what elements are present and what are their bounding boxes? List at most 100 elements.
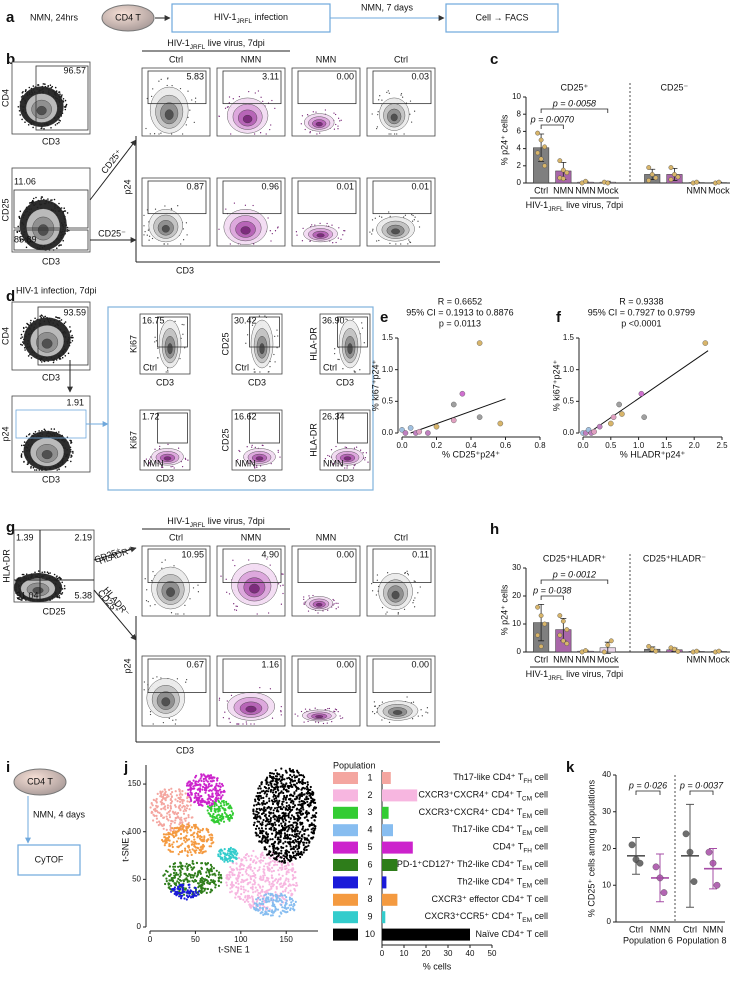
gate-value: 0.11 (412, 549, 429, 559)
x-tick-label: NMN (553, 654, 574, 664)
label: CD3 (42, 372, 60, 382)
y-tick-label: 30 (512, 563, 521, 572)
flow-density-contour (315, 715, 324, 719)
y-tick-label: 0 (517, 647, 522, 656)
flow-density-contour (390, 113, 398, 122)
data-point (542, 144, 548, 150)
x-tick-label: NMN (650, 924, 671, 934)
x-tick-label: 0.0 (396, 441, 408, 450)
text-part: cell (532, 859, 548, 869)
data-point (538, 644, 544, 649)
gate-value: 0.03 (411, 71, 429, 81)
axis-label: t-SNE 2 (120, 830, 130, 862)
footer-label: HIV-1JRFL live virus, 7dpi (526, 669, 624, 682)
label: CD3 (176, 265, 194, 275)
data-point (716, 648, 722, 654)
p-value: p = 0·0037 (679, 780, 724, 790)
x-tick-label: 1.0 (633, 441, 645, 450)
gate-value: 2.19 (74, 532, 92, 542)
axis-label: % cells (423, 961, 452, 971)
population-label: CXCR3⁺ effector CD4⁺ T cell (431, 894, 548, 904)
x-tick-label: Ctrl (534, 185, 548, 195)
x-tick-label: 2.0 (689, 441, 701, 450)
y-tick-label: 10 (512, 92, 521, 101)
x-tick-label: NMN (686, 654, 707, 664)
text-part: HIV-1 (167, 516, 190, 526)
data-point (535, 150, 541, 156)
flow-density-contour (41, 338, 53, 349)
data-point (538, 156, 544, 162)
label: CD4 T (27, 776, 53, 786)
condition-label: Ctrl (235, 362, 249, 372)
flow-density-contour (316, 603, 323, 607)
y-tick-label: 0.5 (563, 396, 575, 405)
data-point (416, 428, 423, 435)
y-tick-label: 8 (517, 109, 522, 118)
flow-density-contour (245, 705, 257, 713)
p-value: p = 0·0012 (552, 569, 596, 579)
data-point (694, 648, 700, 654)
gate (297, 70, 357, 105)
y-tick-label: 10 (602, 880, 611, 889)
text-part: FH (523, 778, 532, 785)
y-tick-label: 2 (517, 161, 522, 170)
x-tick-label: 10 (400, 949, 409, 958)
x-tick-label: NMN (575, 185, 596, 195)
x-tick-label: Ctrl (683, 924, 697, 934)
data-point (601, 649, 607, 655)
data-point (564, 170, 570, 176)
gate-value: 0.00 (411, 659, 429, 669)
axis-label: Ki67 (128, 335, 138, 353)
x-tick-label: Mock (708, 185, 730, 195)
group-title: CD25⁺HLADR⁻ (643, 553, 706, 563)
column-label: NMN (316, 532, 337, 542)
data-point (641, 414, 647, 420)
data-point (652, 863, 660, 871)
panel-label: e (380, 309, 388, 326)
x-tick-label: 30 (444, 949, 453, 958)
data-point (668, 177, 674, 182)
flow-density-contour (392, 710, 403, 715)
stat-label: p <0.0001 (621, 318, 661, 328)
text-part: Th17-like CD4⁺ T (452, 825, 523, 835)
population-label: CXCR3⁺CXCR4⁺ CD4⁺ TCM cell (418, 790, 548, 803)
x-tick-label: 0.8 (534, 441, 546, 450)
text-part: HIV-1 (214, 12, 237, 22)
gate (13, 189, 89, 229)
category-label: 4 (367, 825, 372, 835)
column-label: NMN (316, 54, 337, 64)
x-tick-label: 0.5 (605, 441, 617, 450)
x-tick-label: 0 (148, 935, 153, 944)
panel-label: i (6, 759, 10, 776)
y-tick-label: 0.5 (382, 396, 394, 405)
data-point (672, 171, 677, 177)
legend-title: Population (333, 760, 376, 770)
gate (222, 70, 282, 105)
flow-density-contour (249, 583, 260, 594)
data-point (476, 414, 483, 420)
gate-value: 10.95 (181, 549, 204, 559)
legend-swatch (333, 772, 358, 784)
text-part: JRFL (237, 18, 253, 25)
gate-value: 96.57 (63, 65, 86, 75)
gate (222, 180, 282, 215)
text-part: cell (532, 825, 548, 835)
flow-density-contour (164, 109, 174, 120)
column-label: Ctrl (394, 532, 408, 542)
flow-density-contour (41, 450, 53, 460)
step-box (17, 844, 81, 876)
gate-value: 85.89 (14, 234, 37, 244)
data-point (672, 646, 677, 652)
arrow (89, 139, 137, 201)
population-label: Th17-like CD4⁺ TFH cell (453, 772, 548, 785)
data-point (660, 889, 668, 896)
significance-bracket (540, 124, 564, 129)
p-value: p = 0·0070 (530, 114, 574, 124)
legend-swatch (333, 876, 358, 889)
axis-label: % CD25⁺ cells among populations (586, 779, 596, 917)
group-label: Population 8 (676, 935, 726, 945)
x-tick-label: 0.4 (465, 441, 477, 450)
category-label: 8 (367, 894, 372, 904)
